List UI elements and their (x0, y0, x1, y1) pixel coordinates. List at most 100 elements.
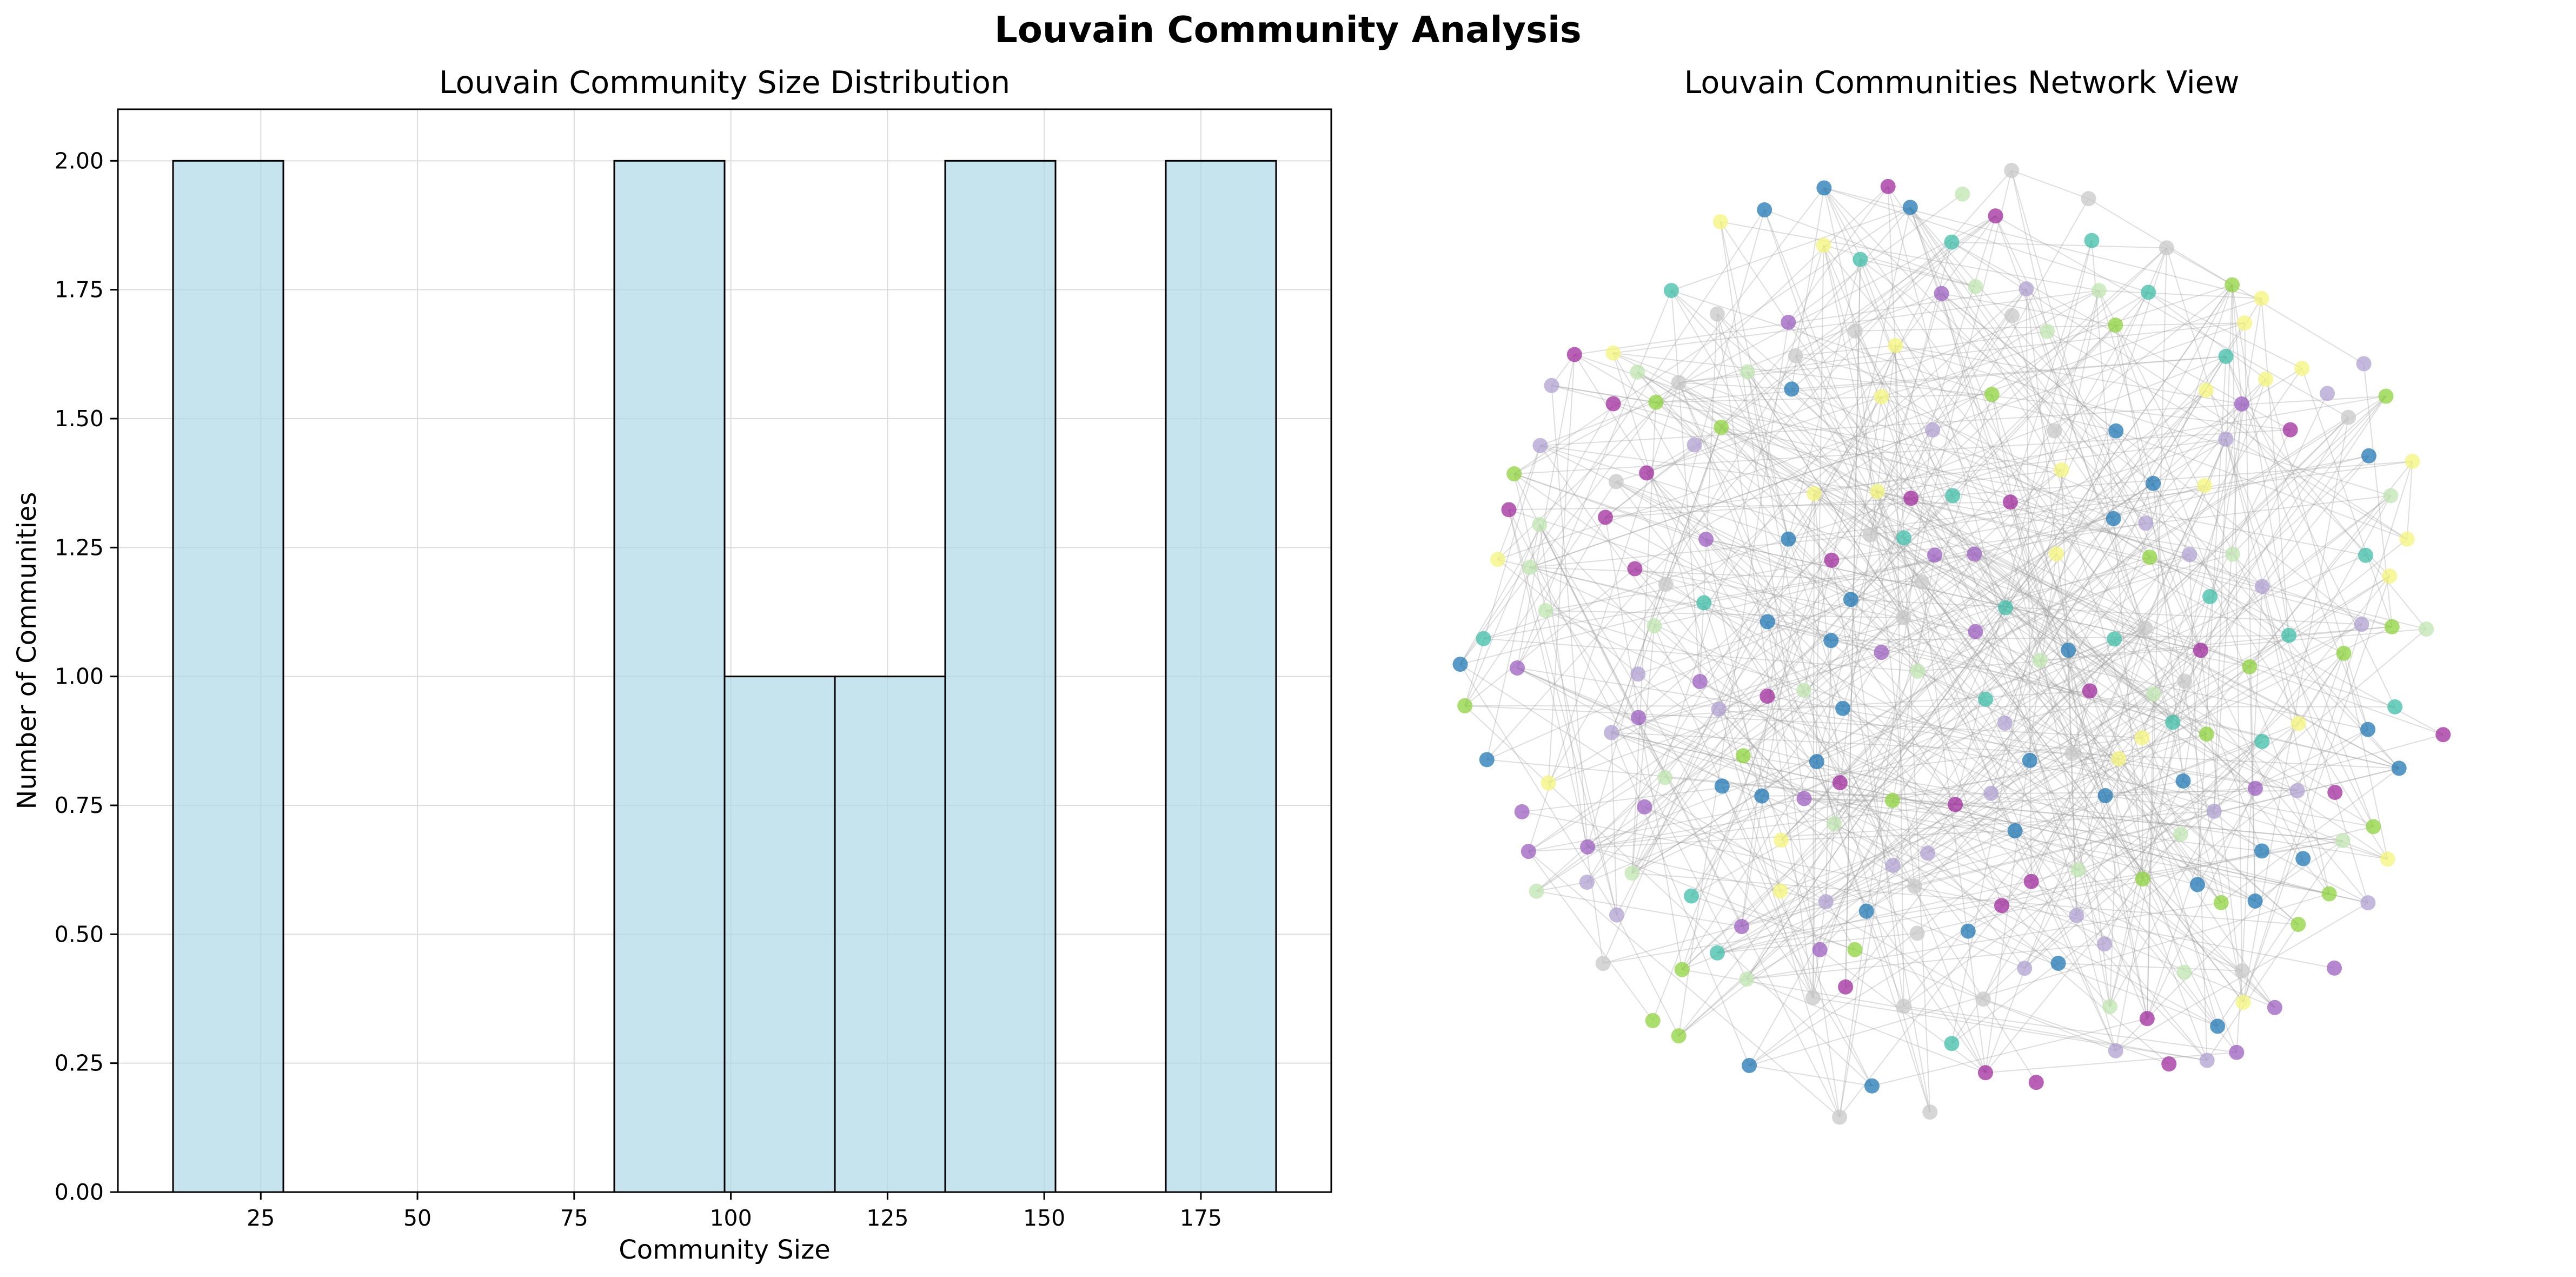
network-edge-49 (1741, 539, 1789, 927)
network-node-193 (1978, 691, 1994, 707)
network-edge-268 (1483, 638, 1918, 672)
network-edge-336 (1974, 553, 2006, 608)
network-node-176 (1687, 437, 1702, 453)
network-edge-497 (1941, 293, 2041, 661)
network-node-154 (1608, 474, 1624, 489)
network-edge-51 (1634, 568, 1894, 866)
network-edge-461 (1637, 371, 2400, 769)
x-tick-label-3: 100 (709, 1205, 752, 1231)
network-edge-311 (1682, 723, 2299, 970)
network-edge-416 (1895, 345, 2391, 497)
network-node-127 (2405, 454, 2420, 469)
network-edge-176 (1718, 652, 1882, 710)
network-edge-234 (1611, 732, 2275, 1008)
network-edge-470 (2200, 417, 2349, 651)
network-node-145 (1645, 1013, 1661, 1028)
network-node-41 (2435, 727, 2451, 743)
network-node-189 (2084, 233, 2100, 248)
network-node-92 (1781, 314, 1796, 330)
network-edge-118 (1635, 568, 2299, 925)
network-edge-380 (2011, 170, 2089, 200)
network-node-137 (1920, 845, 1936, 861)
network-edge-87 (1767, 621, 1841, 1117)
network-edge-575 (1804, 798, 1893, 801)
network-edge-378 (1903, 1005, 2237, 1053)
network-edge-146 (1823, 244, 2369, 903)
network-edge-35 (1513, 473, 1617, 915)
network-edge-527 (1747, 372, 1789, 539)
network-edge-589 (1646, 290, 2100, 474)
network-edge-395 (1699, 491, 1878, 682)
network-edge-359 (1909, 207, 2238, 1053)
network-edge-555 (2225, 356, 2369, 730)
network-node-37 (2189, 877, 2205, 892)
network-edge-6 (1536, 882, 1588, 892)
network-node-58 (2082, 683, 2097, 699)
network-node-3 (1994, 898, 2009, 914)
network-node-206 (1806, 486, 1822, 501)
network-edge-597 (2056, 553, 2330, 895)
network-node-90 (2146, 686, 2161, 702)
x-tick-label-4: 125 (866, 1205, 908, 1231)
network-edge-107 (1587, 209, 1765, 848)
network-edge-417 (2213, 403, 2242, 811)
network-node-62 (2290, 716, 2306, 731)
network-edge-186 (1721, 427, 2238, 1053)
network-node-69 (1772, 883, 1788, 899)
network-node-144 (2081, 191, 2096, 207)
network-edge-257 (1917, 554, 2190, 672)
network-edge-320 (1671, 207, 1911, 292)
network-node-141 (1595, 956, 1611, 971)
network-edge-68 (1646, 472, 1831, 641)
network-edge-566 (2225, 356, 2395, 707)
network-edge-63 (1788, 539, 1956, 805)
network-node-63 (1605, 345, 1621, 361)
network-edge-100 (2029, 483, 2154, 761)
network-edge-223 (1823, 245, 1904, 538)
network-node-204 (2366, 819, 2381, 835)
network-edge-315 (1699, 681, 2079, 871)
network-edge-33 (1678, 322, 1789, 1036)
network-node-235 (1457, 698, 1473, 713)
network-edge-588 (2114, 638, 2250, 667)
network-edge-487 (1985, 699, 2077, 916)
network-edge-265 (1985, 1051, 2237, 1074)
network-edge-489 (2109, 403, 2242, 1007)
network-edge-420 (1528, 798, 1804, 852)
network-edge-172 (1464, 705, 1873, 1087)
network-node-212 (2007, 823, 2023, 839)
network-edge-53 (1605, 215, 1996, 518)
network-edge-477 (1871, 1018, 2148, 1087)
network-edge-97 (1781, 553, 2057, 841)
network-edge-103 (1678, 382, 1792, 390)
network-edge-13 (1780, 733, 2207, 892)
network-edge-579 (1951, 290, 2100, 1044)
network-edge-365 (1749, 607, 2006, 1066)
network-edge-220 (1528, 382, 1679, 852)
network-node-162 (1538, 603, 1553, 619)
network-edge-563 (1616, 915, 1679, 1036)
network-edge-213 (2001, 693, 2154, 906)
network-edge-200 (1670, 290, 1679, 383)
network-edge-481 (2189, 554, 2208, 1061)
network-edge-462 (1486, 759, 2343, 842)
network-edge-433 (2296, 653, 2345, 791)
network-edge-15 (2009, 240, 2093, 502)
network-edge-271 (1743, 430, 2055, 756)
network-node-10 (2199, 726, 2214, 742)
network-node-163 (1934, 286, 1949, 301)
network-edge-54 (1545, 610, 2015, 831)
network-node-56 (1684, 888, 1699, 904)
y-tick-label-0: 0.00 (55, 1179, 104, 1205)
network-edge-422 (1795, 355, 2116, 432)
network-edge-153 (1616, 284, 2233, 482)
network-node-214 (2247, 893, 2263, 909)
network-edge-94 (1823, 187, 2147, 524)
network-edge-512 (1632, 872, 2299, 925)
network-edge-3 (2072, 753, 2256, 902)
network-node-188 (2210, 1018, 2226, 1034)
network-node-74 (1580, 839, 1596, 855)
network-node-182 (1742, 1057, 1757, 1073)
network-node-116 (1888, 338, 1903, 353)
network-edge-340 (2047, 331, 2150, 558)
